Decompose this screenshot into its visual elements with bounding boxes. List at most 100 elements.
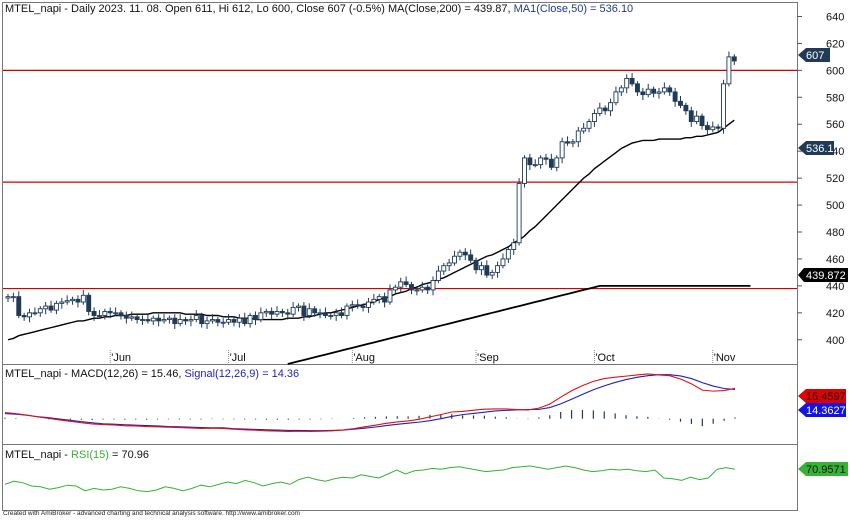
candlestick [618, 85, 624, 96]
candle-body [269, 311, 275, 315]
month-label: 'Aug [353, 352, 375, 364]
candle-body [328, 315, 334, 317]
ma200-badge-text: 439.872 [806, 270, 846, 282]
candle-body [263, 311, 269, 314]
candle-body [296, 305, 301, 308]
candlestick [543, 153, 549, 165]
candlestick [242, 312, 248, 327]
candlestick [64, 295, 70, 305]
candle-body [134, 316, 140, 320]
ma200-badge: 439.872 [798, 268, 848, 282]
candle-body [452, 255, 457, 264]
candle-body [247, 315, 253, 325]
candlestick [328, 312, 334, 320]
candle-body [678, 100, 683, 106]
candlestick [301, 302, 307, 321]
candlestick [376, 293, 382, 304]
candlestick [731, 54, 737, 65]
candlestick [382, 292, 388, 308]
candle-body [667, 87, 673, 93]
candlestick [123, 311, 129, 324]
candlestick [468, 249, 474, 263]
candle-body [565, 141, 570, 144]
candlestick [355, 299, 361, 309]
candle-body [597, 107, 603, 114]
candle-body [538, 157, 544, 166]
candlestick [640, 87, 646, 100]
candlestick [107, 307, 113, 319]
candle-body [398, 281, 404, 288]
candlestick [204, 316, 210, 329]
candlestick [156, 314, 162, 327]
candle-body [113, 312, 119, 315]
candle-body [285, 312, 291, 315]
candle-body [554, 157, 560, 168]
candle-body [624, 77, 630, 89]
candlestick [591, 109, 597, 127]
rsi-badge-text: 70.9571 [806, 464, 846, 476]
candle-body [226, 319, 232, 323]
candle-body [715, 126, 721, 129]
price-tick-label: 620 [826, 38, 844, 50]
candlestick [586, 118, 592, 133]
price-badge: 607 [798, 48, 830, 62]
candlestick [629, 73, 635, 87]
candlestick [312, 306, 318, 317]
candle-body [166, 317, 172, 320]
candlestick [59, 297, 65, 309]
candle-body [446, 262, 452, 267]
ma50-badge: 536.1 [798, 141, 834, 155]
candlestick [581, 122, 587, 134]
candlestick [661, 82, 667, 95]
rsi-title-name: RSI(15) [71, 449, 109, 461]
candle-body [651, 88, 657, 94]
candle-body [253, 315, 258, 320]
price-tick-label: 420 [826, 308, 844, 320]
candle-body [107, 311, 113, 314]
candle-body [279, 311, 285, 314]
candle-body [43, 305, 49, 310]
candlestick [538, 155, 544, 169]
candle-body [349, 304, 355, 307]
candlestick [86, 292, 92, 316]
price-tick-label: 580 [826, 92, 844, 104]
candlestick [333, 308, 339, 321]
candlestick [5, 293, 11, 303]
candle-body [489, 271, 495, 276]
candlestick [624, 74, 630, 94]
horizontal-levels [3, 69, 797, 290]
candlestick [392, 284, 398, 294]
price-tick-label: 500 [826, 200, 844, 212]
candlestick [231, 316, 237, 327]
candle-body [505, 249, 511, 260]
macd-title-text: MTEL_napi - MACD(12,26) = 15.46, [5, 368, 181, 380]
candlestick [489, 269, 495, 280]
candle-body [441, 265, 447, 272]
candle-body [258, 312, 264, 320]
candle-body [721, 83, 726, 129]
footer-credit: Created with AmiBroker - advanced charti… [3, 510, 300, 517]
month-axis-labels: 'Jun 'Jul 'Aug 'Sep 'Oct 'Nov [111, 352, 736, 364]
candle-body [242, 317, 248, 325]
candle-body [548, 158, 554, 168]
candlestick [452, 250, 457, 266]
candlestick [366, 297, 371, 313]
candle-body [532, 164, 538, 167]
candlestick [505, 246, 511, 263]
candlestick [554, 155, 560, 172]
candlestick [419, 281, 425, 293]
candlestick [274, 306, 280, 317]
rsi-badge: 70.9571 [798, 462, 848, 476]
candlestick [683, 102, 689, 115]
candle-body [726, 56, 732, 85]
candlestick [645, 83, 651, 98]
candlestick [91, 307, 97, 321]
candle-body [102, 311, 108, 316]
candlestick [672, 87, 678, 107]
candlestick [161, 314, 167, 324]
price-tick-label: 560 [826, 119, 844, 131]
price-tick-label: 520 [826, 173, 844, 185]
candle-body [172, 317, 178, 325]
candlestick [409, 281, 414, 294]
main-pane-frame [2, 2, 798, 365]
